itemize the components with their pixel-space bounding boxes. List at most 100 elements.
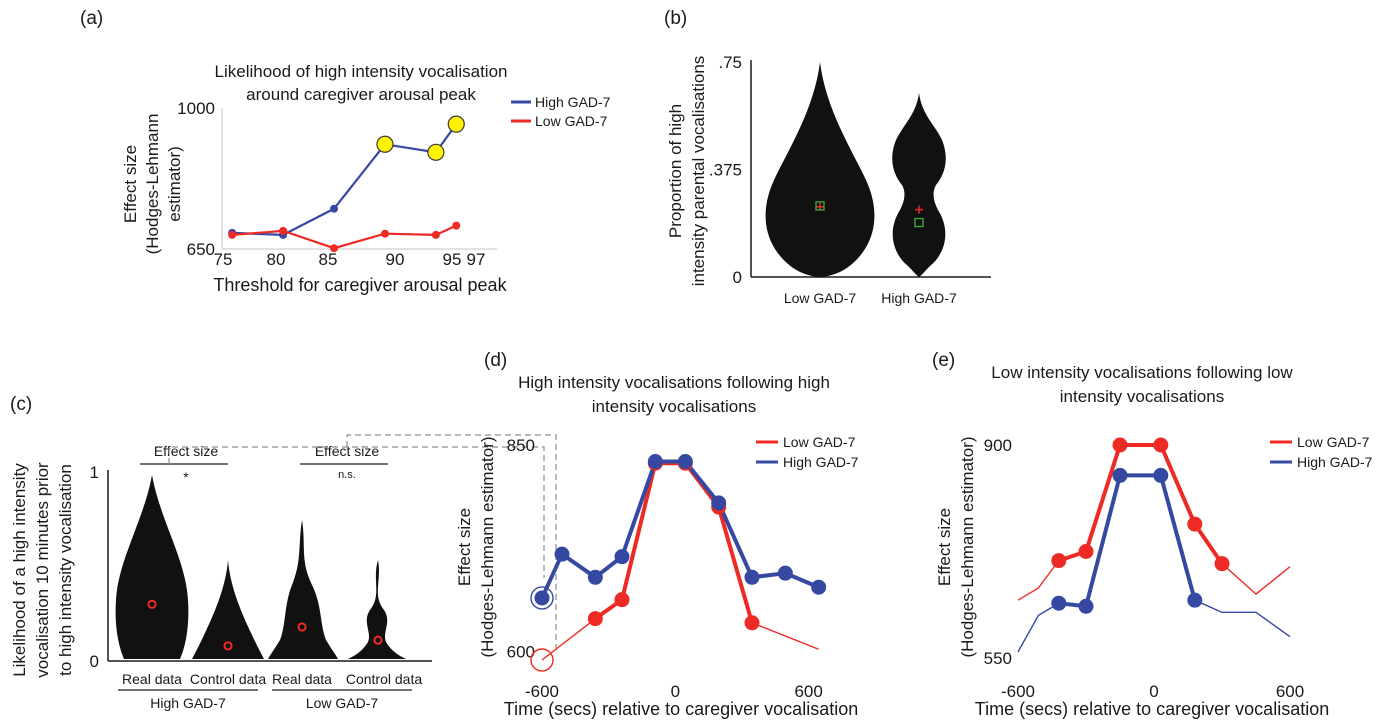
panel-d-ytick: 850 <box>507 436 535 455</box>
panel-d-significant-segment <box>716 502 754 579</box>
median-marker <box>223 641 233 651</box>
panel-d-y-label-line1: Effect size <box>455 508 474 586</box>
panel-a: (a) Likelihood of high intensity vocalis… <box>80 8 611 295</box>
panel-d-point <box>587 611 603 627</box>
panel-c-y-label-line2: vocalisation 10 minutes prior <box>33 462 52 678</box>
median-marker <box>297 622 307 632</box>
connector-high <box>168 446 545 578</box>
panel-a-legend-low: Low GAD-7 <box>535 113 608 129</box>
panel-a-series-line <box>232 224 457 250</box>
panel-d-point <box>587 569 603 585</box>
violin-high-real <box>115 475 189 659</box>
panel-e-significant-segment <box>1158 474 1197 601</box>
panel-a-y-label-line3: estimator) <box>165 146 184 222</box>
panel-a-legend: High GAD-7 Low GAD-7 <box>511 94 611 129</box>
panel-e-plot <box>1017 437 1291 653</box>
panel-e-x-axis-label: Time (secs) relative to caregiver vocali… <box>975 699 1329 719</box>
panel-d-significant-segment <box>620 462 658 601</box>
panel-e-point <box>1187 592 1203 608</box>
median-marker <box>914 217 924 228</box>
panel-e-title-line2: intensity vocalisations <box>1060 387 1224 406</box>
panel-e-point <box>1187 516 1203 532</box>
panel-a-point <box>380 229 389 238</box>
panel-a-x-axis-label: Threshold for caregiver arousal peak <box>213 275 507 295</box>
panel-e-legend-high: High GAD-7 <box>1297 454 1373 470</box>
connector-low <box>346 434 557 651</box>
panel-c-label: (c) <box>10 394 32 415</box>
panel-b: (b) Proportion of high intensity parenta… <box>664 8 991 306</box>
median-marker <box>373 635 383 645</box>
violin-high-gad7 <box>892 93 946 277</box>
panel-d-xtick: -600 <box>525 682 559 701</box>
panel-d-y-label-line2: (Hodges-Lehmann estimator) <box>478 436 497 657</box>
panel-d-point <box>777 565 793 581</box>
panel-b-xtick-high: High GAD-7 <box>881 290 957 306</box>
violin-high-control <box>192 560 264 659</box>
panel-b-ytick: .75 <box>718 53 742 72</box>
panel-d-significant-segment <box>620 460 658 558</box>
panel-c-effect-label-1: Effect size <box>154 443 219 459</box>
panel-d-xtick: 600 <box>794 682 822 701</box>
panel-d-legend: Low GAD-7 High GAD-7 <box>756 434 859 470</box>
panel-d-xtick: 0 <box>671 682 680 701</box>
panel-c-ytick: 0 <box>90 652 99 671</box>
panel-a-point <box>452 221 461 230</box>
panel-a-ytick: 650 <box>187 240 215 259</box>
panel-d-x-axis-label: Time (secs) relative to caregiver vocali… <box>504 699 858 719</box>
panel-e: (e) Low intensity vocalisations followin… <box>932 350 1373 719</box>
panel-a-point <box>427 143 445 161</box>
panel-e-ytick: 900 <box>984 436 1012 455</box>
panel-e-point <box>1214 556 1230 572</box>
panel-d-point <box>811 579 827 595</box>
panel-c-significance-1: * <box>183 469 189 485</box>
panel-a-title-line2: around caregiver arousal peak <box>246 85 476 104</box>
panel-d-point <box>744 615 760 631</box>
panel-d: (d) High intensity vocalisations followi… <box>455 350 859 719</box>
panel-c-group-1: High GAD-7 <box>150 695 226 711</box>
panel-e-series-line <box>1017 444 1291 601</box>
panel-a-ticks: 75 80 85 90 95 97 650 1000 <box>177 99 485 269</box>
panel-b-marks <box>815 201 924 228</box>
panel-c-significance-2: n.s. <box>338 469 356 481</box>
panel-e-y-label-line2: (Hodges-Lehmann estimator) <box>958 436 977 657</box>
panel-e-point <box>1078 544 1094 559</box>
panel-e-y-label-line1: Effect size <box>935 508 954 586</box>
panel-e-xtick: -600 <box>1001 682 1035 701</box>
panel-a-xtick: 80 <box>267 250 286 269</box>
panel-a-point <box>279 226 288 235</box>
panel-d-significant-segment <box>683 460 721 505</box>
panel-a-point <box>447 115 465 133</box>
panel-e-point <box>1051 595 1067 611</box>
panel-a-xtick: 95 <box>443 250 462 269</box>
panel-e-significant-segment <box>1193 522 1224 565</box>
panel-b-xtick-low: Low GAD-7 <box>784 290 857 306</box>
panel-e-xtick: 0 <box>1149 682 1158 701</box>
panel-e-significant-segment <box>1084 474 1122 607</box>
panel-d-point <box>614 549 630 565</box>
panel-a-xtick: 97 <box>467 250 486 269</box>
panel-c-ticks: 01 <box>90 463 99 671</box>
panel-d-series-line <box>541 460 819 599</box>
panel-a-legend-high: High GAD-7 <box>535 94 611 110</box>
panel-c-y-label-line1: Likelihood of a high intensity <box>10 463 29 677</box>
panel-d-point <box>554 546 570 562</box>
panel-b-ticks: 0 .375 .75 <box>709 53 742 287</box>
panel-e-legend-low: Low GAD-7 <box>1297 434 1370 450</box>
panel-a-title-line1: Likelihood of high intensity vocalisatio… <box>215 62 508 81</box>
panel-e-xtick: 600 <box>1276 682 1304 701</box>
panel-e-point <box>1051 553 1067 569</box>
panel-b-ytick: 0 <box>733 268 742 287</box>
median-marker <box>147 599 157 609</box>
panel-e-point <box>1078 598 1094 614</box>
panel-d-ytick: 600 <box>507 643 535 662</box>
violin-low-gad7 <box>765 62 875 277</box>
panel-c-xtick-4: Control data <box>346 671 422 687</box>
panel-e-label: (e) <box>932 350 955 371</box>
panel-b-label: (b) <box>664 8 687 29</box>
panel-d-circled-point <box>530 648 554 672</box>
panel-d-label: (d) <box>484 350 507 371</box>
panel-d-significant-segment <box>716 506 754 624</box>
panel-c-group-2: Low GAD-7 <box>306 695 379 711</box>
panel-d-point <box>744 569 760 585</box>
panel-c-xtick-3: Real data <box>272 671 332 687</box>
